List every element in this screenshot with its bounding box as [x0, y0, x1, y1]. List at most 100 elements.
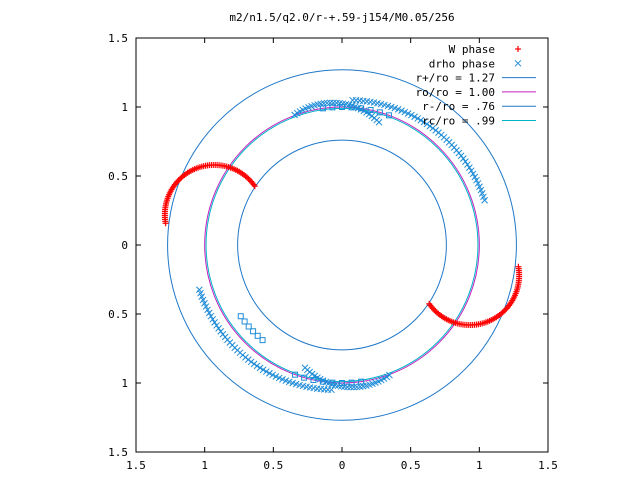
reference-circles: [167, 69, 517, 421]
point-series-1: [201, 299, 208, 307]
x-tick-label: 1.5: [538, 459, 558, 472]
point-series-1: [209, 315, 217, 323]
chart-title: m2/n1.5/q2.0/r-+.59-j154/M0.05/256: [229, 11, 454, 24]
point-series-1: [407, 111, 415, 119]
legend-plus-marker: [515, 46, 521, 52]
y-tick-label: 1: [121, 101, 128, 114]
square-point-series-1: [339, 104, 345, 110]
point-series-1: [404, 110, 412, 117]
square-point-series-1: [385, 112, 392, 119]
point-series-1: [199, 296, 207, 304]
axis-ticks: 1.5 1 0.5 0 0.5 1 1.51.510.500.511.5: [108, 32, 558, 472]
square-point-series-1: [245, 323, 252, 330]
point-series-1: [471, 173, 479, 181]
point-series-1: [476, 183, 483, 191]
point-series-1: [202, 303, 210, 310]
y-tick-label: 1.5: [108, 32, 128, 45]
point-series-1: [466, 164, 473, 171]
point-series-1: [266, 369, 273, 377]
point-series-1: [386, 371, 393, 379]
legend-label: W phase: [449, 43, 495, 56]
point-series-1: [323, 99, 331, 107]
point-series-0: [500, 308, 507, 315]
point-series-1: [207, 312, 215, 320]
point-series-1: [275, 374, 283, 382]
y-tick-label: 0: [121, 239, 128, 252]
point-series-1: [426, 122, 434, 130]
x-tick-label: 0.5: [263, 459, 283, 472]
point-series-1: [467, 167, 475, 175]
square-point-series-1: [292, 371, 299, 378]
legend-label: drho phase: [429, 57, 495, 70]
square-point-series-1: [259, 337, 266, 344]
legend-cross-marker: [514, 59, 522, 67]
point-series-1: [401, 108, 409, 116]
y-tick-label: 1.5: [108, 446, 128, 459]
point-series-1: [469, 170, 477, 178]
y-tick-label: 1: [121, 377, 128, 390]
point-series-1: [259, 366, 267, 374]
data-points: [161, 96, 523, 394]
circle-1: [204, 106, 480, 384]
legend-label: r+/ro = 1.27: [416, 72, 495, 85]
legend-label: ro/ro = 1.00: [416, 86, 495, 99]
square-point-series-1: [250, 328, 257, 335]
square-point-series-1: [358, 378, 365, 385]
point-series-0: [431, 306, 438, 313]
point-series-0: [177, 175, 184, 182]
point-series-0: [515, 263, 522, 270]
square-point-series-1: [241, 318, 248, 325]
point-series-0: [246, 177, 253, 184]
point-series-1: [414, 115, 422, 122]
point-series-1: [411, 113, 418, 121]
circle-0: [167, 69, 517, 421]
square-point-series-1: [348, 104, 355, 111]
legend-label: rc/ro = .99: [422, 115, 495, 128]
point-series-1: [474, 180, 482, 187]
point-series-1: [247, 358, 255, 366]
square-point-series-1: [319, 105, 326, 112]
square-point-series-1: [329, 104, 336, 111]
square-point-series-1: [254, 332, 261, 339]
point-series-1: [420, 118, 428, 126]
point-series-1: [250, 360, 258, 368]
point-series-1: [205, 309, 213, 317]
x-tick-label: 0.5: [401, 459, 421, 472]
square-point-series-1: [319, 378, 326, 385]
point-series-1: [429, 124, 437, 132]
point-series-1: [256, 364, 264, 372]
y-tick-label: 0.5: [108, 170, 128, 183]
point-series-1: [272, 373, 280, 380]
x-tick-label: 1.5: [126, 459, 146, 472]
square-point-series-1: [376, 109, 383, 116]
point-series-1: [262, 368, 270, 375]
circle-3: [205, 107, 479, 383]
point-series-1: [269, 371, 277, 379]
legend-label: r-/ro = .76: [422, 100, 495, 113]
x-tick-label: 1: [201, 459, 208, 472]
point-series-1: [353, 383, 361, 391]
square-point-series-1: [348, 379, 355, 386]
point-series-1: [423, 120, 431, 128]
square-point-series-1: [301, 374, 308, 381]
square-point-series-1: [237, 313, 244, 320]
point-series-1: [215, 325, 222, 332]
point-series-1: [417, 116, 425, 124]
x-tick-label: 0: [339, 459, 346, 472]
square-point-series-1: [310, 376, 317, 383]
point-series-1: [464, 161, 471, 168]
square-point-series-1: [358, 105, 365, 112]
circle-2: [237, 139, 447, 351]
point-series-1: [253, 362, 261, 370]
point-series-1: [291, 111, 298, 119]
y-tick-label: 0.5: [108, 308, 128, 321]
square-point-series-1: [339, 380, 345, 386]
square-point-series-1: [367, 107, 374, 114]
point-series-1: [211, 319, 218, 326]
point-series-1: [213, 322, 220, 329]
x-tick-label: 1: [476, 459, 483, 472]
point-series-1: [462, 158, 469, 165]
point-series-1: [473, 176, 480, 184]
